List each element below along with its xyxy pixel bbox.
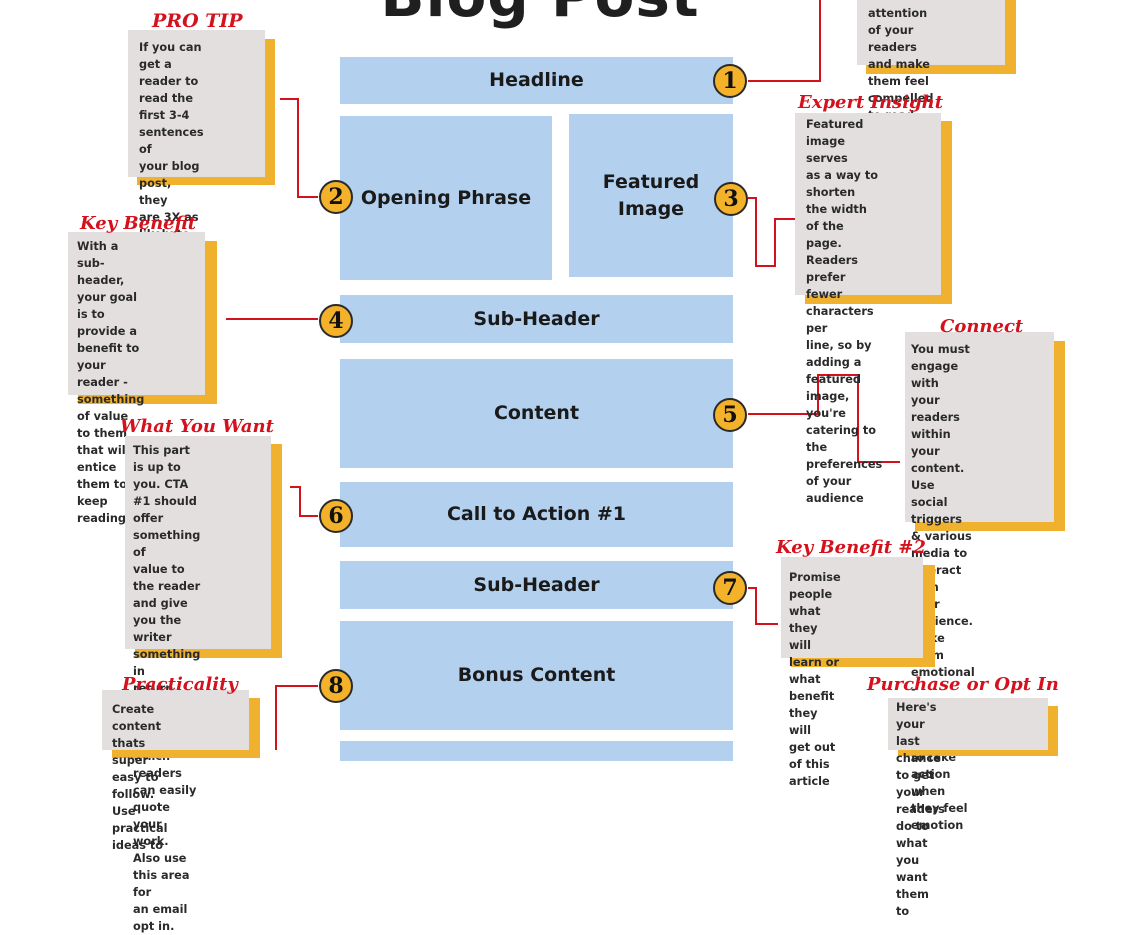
opening-phrase-block: Opening Phrase <box>340 116 552 280</box>
featured-image-block: Featured Image <box>569 114 733 277</box>
card-key-benefit-2-heading: Key Benefit #2 <box>776 537 926 558</box>
step-badge-4: 4 <box>319 304 353 338</box>
connector-lines <box>226 0 900 750</box>
bonus-content-block: Bonus Content <box>340 621 733 730</box>
connector-2 <box>280 98 318 198</box>
card-purchase-text: Here's your last chance to get your read… <box>896 701 945 918</box>
step-badge-1: 1 <box>713 64 747 98</box>
card-key-benefit-heading: Key Benefit <box>80 213 197 234</box>
step-badge-8: 8 <box>319 669 353 703</box>
step-badge-3: 3 <box>714 182 748 216</box>
card-connect-heading: Connect <box>940 316 1024 337</box>
connector-5 <box>748 374 900 463</box>
card-key-benefit-text: With a sub-header, your goal is to provi… <box>77 240 145 525</box>
step-badge-2: 2 <box>319 180 353 214</box>
card-expert-insight-heading: Expert Insight <box>798 92 944 113</box>
connector-3 <box>748 197 795 267</box>
page-title: Blog Post <box>330 0 750 30</box>
content-block: Content <box>340 359 733 468</box>
connector-6 <box>290 486 318 517</box>
card-key-benefit-2-text: Promise people what they will learn or w… <box>789 571 841 788</box>
step-badge-7: 7 <box>713 571 747 605</box>
connector-8 <box>275 685 318 750</box>
connector-1 <box>748 0 821 82</box>
card-purchase-heading: Purchase or Opt In <box>867 674 1059 695</box>
card-what-you-want-heading: What You Want <box>120 416 274 437</box>
cta-1-block: Call to Action #1 <box>340 482 733 547</box>
step-badge-5: 5 <box>713 398 747 432</box>
card-practicality-heading: Practicality <box>122 674 238 695</box>
headline-block: Headline <box>340 57 733 104</box>
step-badge-6: 6 <box>319 499 353 533</box>
connector-7 <box>748 587 778 625</box>
sub-header-block-1: Sub-Header <box>340 295 733 343</box>
final-block <box>340 741 733 761</box>
card-expert-insight-text: Featured image serves as a way to shorte… <box>806 118 883 505</box>
card-top-right-text: the attention of your readers and make t… <box>868 0 934 139</box>
card-pro-tip-heading: PRO TIP <box>152 10 243 32</box>
sub-header-block-2: Sub-Header <box>340 561 733 609</box>
card-practicality-text: Create content thats super easy to follo… <box>112 703 168 852</box>
